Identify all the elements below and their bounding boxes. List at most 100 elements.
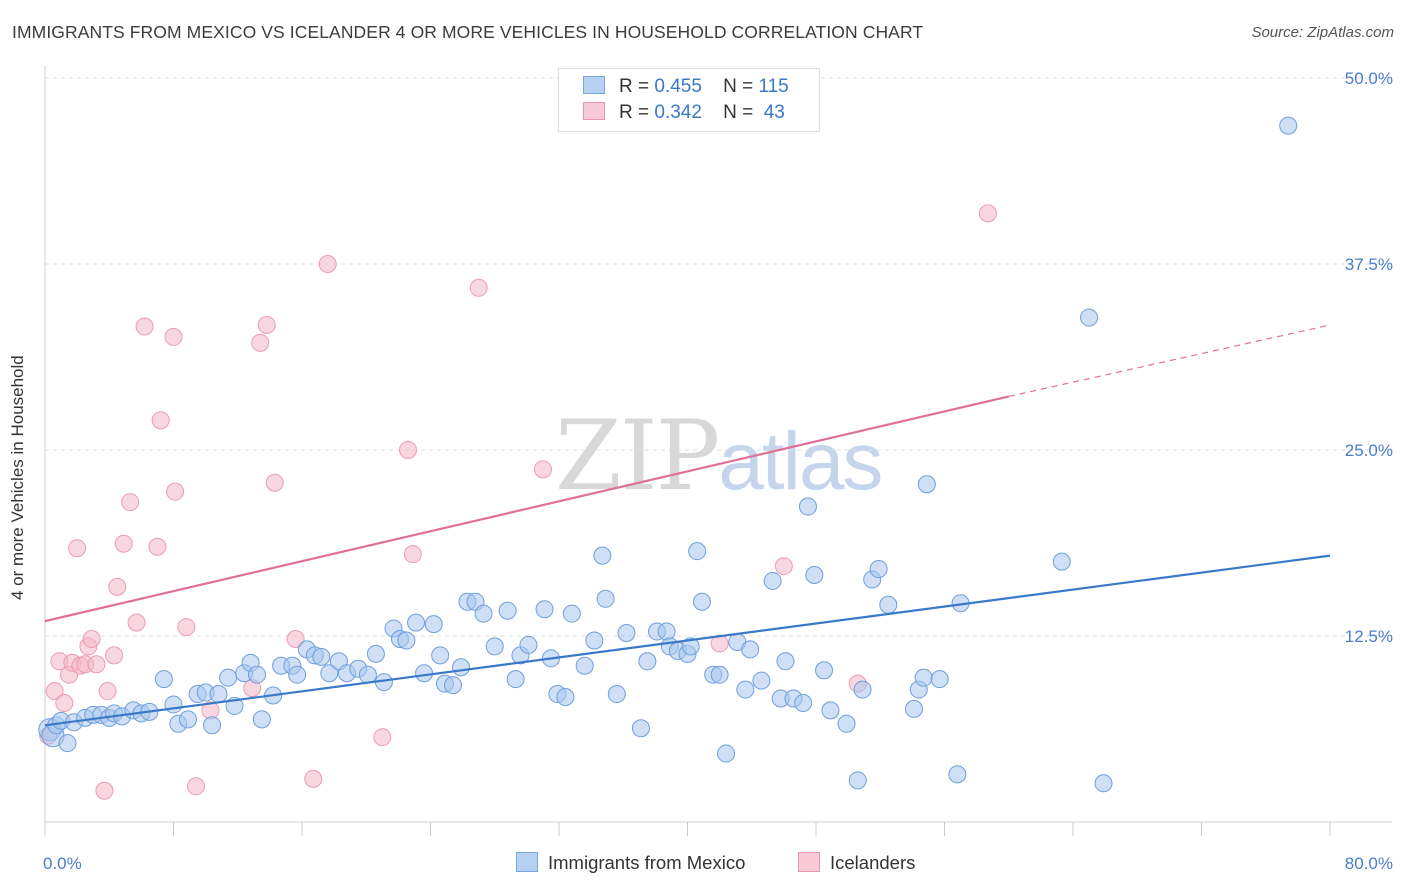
mexico-point bbox=[366, 644, 385, 663]
mexico-point bbox=[869, 560, 888, 579]
bottom-legend-swatch-icelanders bbox=[798, 852, 820, 872]
mexico-point bbox=[681, 637, 700, 656]
icelander-point bbox=[82, 629, 101, 648]
mexico-point bbox=[1052, 552, 1071, 571]
icelander-point bbox=[98, 682, 117, 701]
source-label: Source: ZipAtlas.com bbox=[1251, 24, 1394, 41]
icelander-point bbox=[177, 618, 196, 637]
icelander-point bbox=[68, 539, 87, 558]
axes bbox=[44, 66, 1392, 836]
trend-lines bbox=[44, 324, 1331, 727]
mexico-trend-line bbox=[44, 554, 1331, 727]
mexico-point bbox=[917, 475, 936, 494]
mexico-point bbox=[596, 589, 615, 608]
icelander-point bbox=[186, 777, 205, 796]
mexico-point bbox=[452, 658, 471, 677]
mexico-point bbox=[203, 716, 222, 735]
x-tick-label-max: 80.0% bbox=[1345, 854, 1393, 873]
icelanders-points bbox=[39, 204, 997, 800]
icelander-point bbox=[286, 629, 305, 648]
mexico-point bbox=[248, 665, 267, 684]
icelander-point bbox=[251, 333, 270, 352]
y-tick-label: 37.5% bbox=[1345, 255, 1393, 274]
mexico-point bbox=[692, 592, 711, 611]
icelander-point bbox=[164, 327, 183, 346]
grid bbox=[45, 77, 1392, 637]
mexico-point bbox=[415, 664, 434, 683]
mexico-point bbox=[562, 604, 581, 623]
icelander-point bbox=[87, 655, 106, 674]
legend-swatch-mexico bbox=[583, 76, 605, 94]
legend-row-mexico: R = 0.455 N = 115 bbox=[583, 76, 789, 100]
mexico-point bbox=[776, 652, 795, 671]
watermark-zip: ZIP bbox=[555, 400, 720, 512]
bottom-legend-icelanders: Icelanders bbox=[798, 852, 915, 874]
mexico-point bbox=[837, 714, 856, 733]
mexico-point bbox=[575, 656, 594, 675]
legend-r-label: R = bbox=[619, 76, 650, 97]
icelanders-trend-extension bbox=[1008, 324, 1331, 398]
icelander-point bbox=[318, 255, 337, 273]
icelander-point bbox=[469, 278, 488, 297]
mexico-point bbox=[556, 688, 575, 707]
legend-n-value-icelanders: 43 bbox=[763, 102, 785, 123]
icelander-point bbox=[710, 634, 729, 653]
legend-r-value-icelanders: 0.342 bbox=[654, 102, 702, 123]
mexico-point bbox=[638, 652, 657, 671]
chart-title: IMMIGRANTS FROM MEXICO VS ICELANDER 4 OR… bbox=[12, 22, 924, 42]
bottom-legend-label-icelanders: Icelanders bbox=[830, 852, 916, 873]
bottom-legend-swatch-mexico bbox=[516, 852, 538, 872]
mexico-point bbox=[763, 571, 782, 590]
icelander-point bbox=[373, 728, 392, 747]
stats-legend: R = 0.455 N = 115 R = 0.342 N = 43 bbox=[558, 68, 820, 132]
mexico-point bbox=[424, 615, 443, 634]
legend-r-label: R = bbox=[619, 102, 650, 123]
mexico-point bbox=[252, 710, 271, 729]
mexico-point bbox=[948, 765, 967, 784]
mexico-point bbox=[58, 734, 77, 753]
icelander-point bbox=[95, 781, 114, 800]
icelander-point bbox=[265, 473, 284, 492]
bottom-legend-label-mexico: Immigrants from Mexico bbox=[548, 852, 746, 873]
icelander-point bbox=[127, 613, 146, 632]
mexico-point bbox=[1094, 774, 1113, 793]
mexico-point bbox=[805, 565, 824, 584]
legend-n-label: N = bbox=[723, 76, 754, 97]
mexico-point bbox=[498, 601, 517, 620]
mexico-point bbox=[821, 701, 840, 720]
mexico-point bbox=[593, 546, 612, 565]
icelander-point bbox=[105, 646, 124, 665]
y-tick-label: 25.0% bbox=[1345, 441, 1393, 460]
legend-swatch-icelanders bbox=[583, 102, 605, 120]
mexico-point bbox=[710, 665, 729, 684]
icelander-point bbox=[978, 204, 997, 223]
legend-r-value-mexico: 0.455 bbox=[654, 76, 702, 97]
mexico-point bbox=[164, 695, 183, 714]
mexico-point bbox=[320, 664, 339, 683]
icelander-point bbox=[114, 534, 133, 553]
mexico-point bbox=[794, 693, 813, 712]
icelander-point bbox=[148, 537, 167, 556]
icelander-point bbox=[257, 316, 276, 335]
mexico-point bbox=[535, 600, 554, 619]
mexico-point bbox=[154, 670, 173, 689]
mexico-point bbox=[741, 640, 760, 659]
legend-n-value-mexico: 115 bbox=[758, 76, 789, 97]
mexico-point bbox=[688, 542, 707, 561]
y-tick-label: 12.5% bbox=[1345, 627, 1393, 646]
icelander-point bbox=[55, 693, 74, 712]
tick-labels: 12.5% 25.0% 37.5% 50.0% 0.0% 80.0% bbox=[43, 69, 1393, 873]
mexico-point bbox=[1080, 308, 1099, 327]
icelander-point bbox=[403, 545, 422, 564]
mexico-point bbox=[358, 665, 377, 684]
icelander-point bbox=[304, 769, 323, 788]
icelander-point bbox=[121, 493, 140, 512]
mexico-point bbox=[904, 699, 923, 718]
mexico-point bbox=[930, 670, 949, 689]
legend-row-icelanders: R = 0.342 N = 43 bbox=[583, 102, 785, 126]
icelander-point bbox=[399, 441, 418, 459]
icelanders-trend-line bbox=[44, 395, 1009, 623]
icelander-point bbox=[108, 577, 127, 596]
mexico-point bbox=[717, 744, 736, 763]
mexico-point bbox=[485, 637, 504, 656]
